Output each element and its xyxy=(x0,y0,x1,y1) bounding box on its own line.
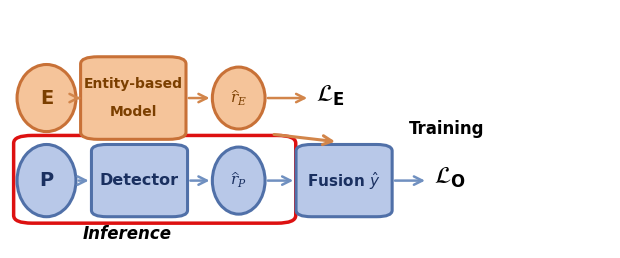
FancyBboxPatch shape xyxy=(92,144,187,217)
Text: $\mathcal{L}_{\mathbf{O}}$: $\mathcal{L}_{\mathbf{O}}$ xyxy=(434,166,466,190)
Text: $\mathbf{E}$: $\mathbf{E}$ xyxy=(40,88,53,108)
Ellipse shape xyxy=(212,67,265,129)
Text: Detector: Detector xyxy=(100,173,179,188)
Ellipse shape xyxy=(17,144,76,217)
Text: $\mathcal{L}_{\mathbf{E}}$: $\mathcal{L}_{\mathbf{E}}$ xyxy=(316,83,345,108)
Text: $\widehat{r}_{E}$: $\widehat{r}_{E}$ xyxy=(230,88,247,108)
Ellipse shape xyxy=(17,64,76,132)
Text: Entity-based: Entity-based xyxy=(84,77,183,91)
Ellipse shape xyxy=(212,147,265,214)
Text: Model: Model xyxy=(110,105,157,119)
Text: Fusion $\hat{y}$: Fusion $\hat{y}$ xyxy=(308,170,381,191)
Text: Inference: Inference xyxy=(82,224,172,243)
Text: Training: Training xyxy=(409,120,484,138)
Text: $\mathbf{P}$: $\mathbf{P}$ xyxy=(39,171,54,190)
Text: $\widehat{r}_{P}$: $\widehat{r}_{P}$ xyxy=(231,171,247,190)
FancyBboxPatch shape xyxy=(81,57,186,139)
FancyBboxPatch shape xyxy=(296,144,392,217)
